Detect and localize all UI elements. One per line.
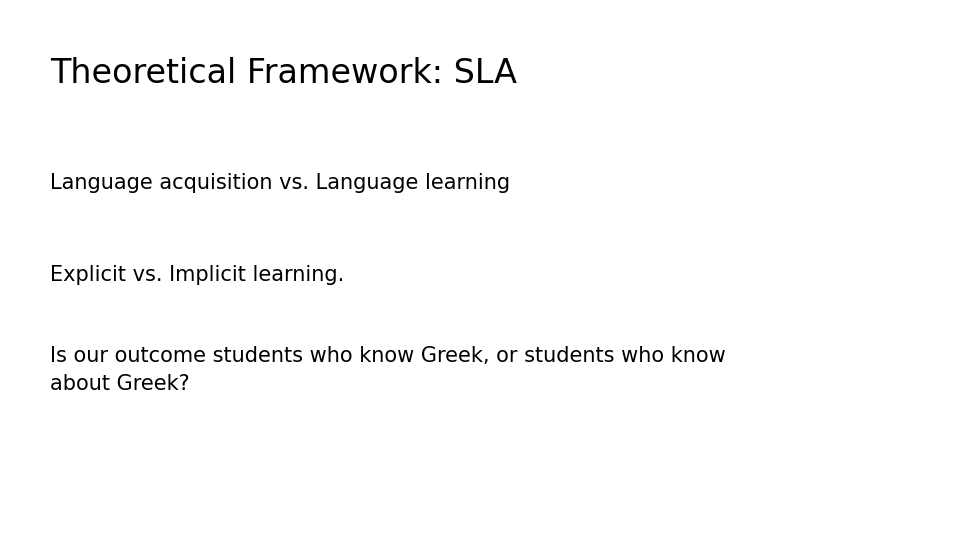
Text: Theoretical Framework: SLA: Theoretical Framework: SLA (50, 57, 516, 90)
Text: Explicit vs. Implicit learning.: Explicit vs. Implicit learning. (50, 265, 345, 285)
Text: Language acquisition vs. Language learning: Language acquisition vs. Language learni… (50, 173, 510, 193)
Text: Is our outcome students who know Greek, or students who know
about Greek?: Is our outcome students who know Greek, … (50, 346, 726, 394)
